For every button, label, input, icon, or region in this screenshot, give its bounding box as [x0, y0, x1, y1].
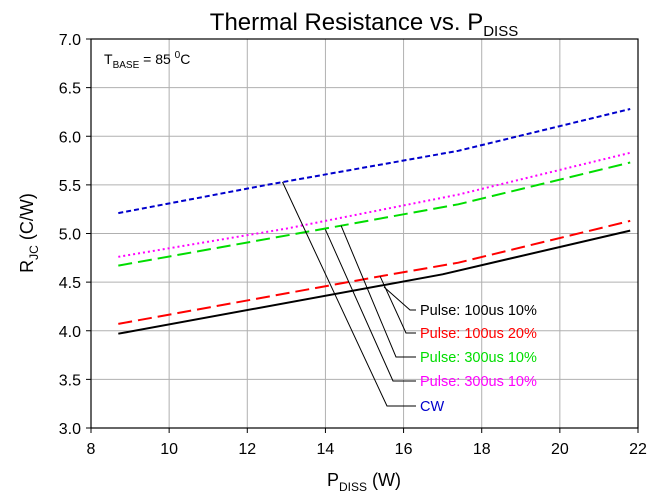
y-tick-label: 4.5 — [59, 275, 81, 292]
series-line-0 — [118, 108, 631, 215]
chart-title: Thermal Resistance vs. PDISS — [210, 9, 518, 40]
x-tick-label: 12 — [238, 441, 256, 458]
y-axis-label-sub: JC — [27, 245, 41, 260]
series-line-1 — [118, 151, 631, 258]
annotation-main: T — [104, 51, 113, 67]
x-axis-label: PDISS (W) — [327, 470, 401, 494]
x-tick-label: 16 — [395, 441, 413, 458]
y-axis-label-rest: (C/W) — [17, 193, 37, 245]
x-axis-label-main: P — [327, 470, 339, 490]
callout-label-4: CW — [420, 399, 444, 415]
plot-area: 8 10 12 14 16 18 20 22 3.0 3.5 4.0 4.5 5.0 5.5 6.0 6.5 7… — [59, 32, 647, 458]
callout-leader-3 — [324, 229, 416, 382]
y-axis-label-main: R — [17, 260, 37, 273]
callout-label-0: Pulse: 100us 10% — [420, 303, 537, 319]
x-tick-label: 14 — [317, 441, 335, 458]
y-tick-label: 3.5 — [59, 372, 81, 389]
chart-title-sub: DISS — [483, 23, 518, 40]
annotation-sup: 0 — [175, 50, 181, 61]
annotation-tail: C — [180, 51, 190, 67]
series-line-3 — [118, 219, 631, 325]
x-tick-label: 22 — [629, 441, 647, 458]
callout-leader-4 — [282, 181, 416, 407]
annotation-sub: BASE — [113, 60, 140, 71]
y-tick-label: 5.5 — [59, 178, 81, 195]
callout-leader-2 — [340, 225, 416, 358]
x-tick-label: 8 — [87, 441, 96, 458]
series-line-4 — [118, 229, 631, 335]
y-tick-label: 7.0 — [59, 32, 81, 49]
callout-label-1: Pulse: 100us 20% — [420, 326, 537, 342]
plot-frame — [90, 38, 639, 429]
callout-leader-0 — [383, 286, 416, 311]
y-tick-label: 5.0 — [59, 227, 81, 244]
callout-leader-1 — [379, 276, 416, 334]
annotation-rest: = 85 — [139, 51, 174, 67]
series-line-2 — [118, 161, 631, 267]
x-axis-label-rest: (W) — [367, 470, 401, 490]
callout-label-3: Pulse: 300us 10% — [420, 374, 537, 390]
x-axis-label-sub: DISS — [339, 480, 367, 494]
callout-label-2: Pulse: 300us 10% — [420, 350, 537, 366]
y-axis-label: RJC (C/W) — [17, 193, 41, 273]
x-tick-label: 18 — [473, 441, 491, 458]
y-tick-label: 6.0 — [59, 129, 81, 146]
x-tick-label: 20 — [551, 441, 569, 458]
annotation-tbase: TBASE = 85 0C — [104, 50, 190, 71]
y-tick-label: 3.0 — [59, 421, 81, 438]
y-tick-label: 4.0 — [59, 324, 81, 341]
y-tick-label: 6.5 — [59, 81, 81, 98]
chart-title-main: Thermal Resistance vs. P — [210, 9, 483, 36]
x-tick-label: 10 — [160, 441, 178, 458]
